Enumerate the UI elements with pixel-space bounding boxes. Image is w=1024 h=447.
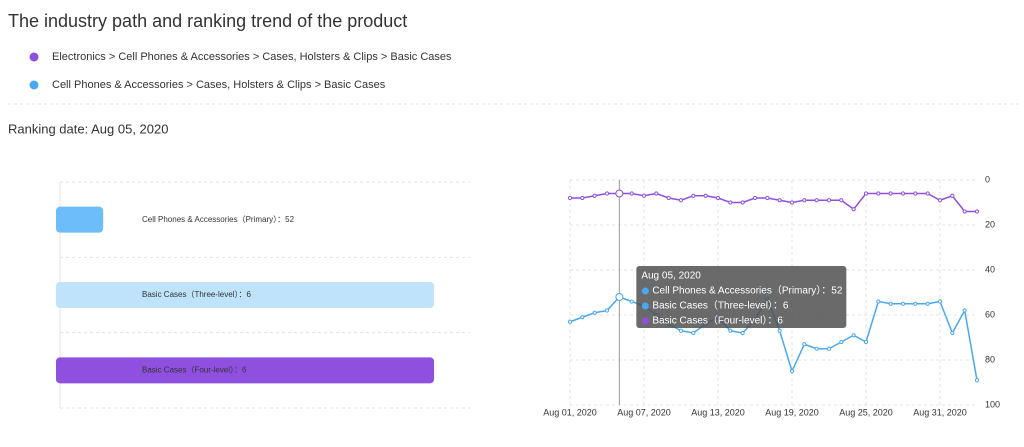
title: The industry path and ranking trend of t… bbox=[8, 11, 407, 31]
tooltip-title: Aug 05, 2020 bbox=[641, 271, 701, 282]
point bbox=[826, 346, 832, 351]
point bbox=[678, 198, 684, 203]
point bbox=[604, 191, 610, 196]
point bbox=[666, 195, 671, 201]
point bbox=[789, 200, 795, 205]
point bbox=[863, 191, 869, 196]
point bbox=[691, 193, 696, 198]
path-label: Cell Phones & Accessories > Cases, Holst… bbox=[52, 79, 386, 91]
point bbox=[615, 293, 624, 301]
point bbox=[765, 195, 770, 201]
point bbox=[728, 328, 733, 333]
y-tick-label: 20 bbox=[985, 219, 995, 229]
point bbox=[604, 308, 610, 313]
point bbox=[839, 198, 844, 203]
y-tick-label: 0 bbox=[985, 174, 990, 184]
bar-label: Cell Phones & Accessories（Primary）：52 bbox=[142, 215, 295, 224]
tooltip-dot bbox=[641, 287, 649, 295]
point bbox=[913, 191, 918, 196]
point bbox=[703, 193, 708, 198]
point bbox=[888, 301, 893, 306]
point bbox=[900, 301, 906, 306]
x-tick-label: Aug 01, 2020 bbox=[543, 407, 597, 417]
point bbox=[777, 198, 782, 203]
point bbox=[678, 328, 684, 333]
y-tick-label: 40 bbox=[985, 264, 995, 274]
point bbox=[580, 315, 585, 320]
path-label: Electronics > Cell Phones & Accessories … bbox=[52, 51, 452, 63]
path-dot bbox=[29, 52, 39, 62]
bar bbox=[56, 282, 435, 308]
y-tick-label: 60 bbox=[985, 309, 995, 319]
point bbox=[876, 191, 881, 196]
point bbox=[974, 209, 980, 214]
point bbox=[839, 339, 844, 345]
point bbox=[851, 333, 856, 338]
bar-label: Basic Cases（Four-level）：6 bbox=[142, 365, 247, 374]
point bbox=[937, 299, 943, 304]
bar bbox=[56, 206, 104, 233]
point bbox=[962, 308, 967, 313]
point bbox=[615, 189, 624, 198]
point bbox=[592, 310, 597, 315]
point bbox=[740, 200, 745, 205]
point bbox=[925, 191, 930, 196]
point bbox=[925, 301, 930, 306]
point bbox=[629, 191, 634, 196]
point bbox=[826, 198, 832, 203]
point bbox=[728, 200, 733, 205]
point bbox=[814, 198, 819, 203]
bar bbox=[56, 357, 435, 384]
point bbox=[913, 301, 918, 306]
bar-label: Basic Cases（Three-level）：6 bbox=[142, 290, 251, 299]
tooltip bbox=[636, 266, 847, 328]
point bbox=[876, 299, 881, 304]
point bbox=[950, 193, 955, 198]
point bbox=[580, 195, 585, 201]
point bbox=[715, 195, 721, 201]
point bbox=[900, 191, 906, 196]
tooltip-item: Basic Cases（Four-level）：6 bbox=[652, 315, 783, 327]
point bbox=[802, 198, 807, 203]
tooltip-dot bbox=[641, 302, 649, 310]
tooltip-item: Cell Phones & Accessories（Primary）：52 bbox=[652, 285, 843, 297]
point bbox=[937, 198, 943, 203]
point bbox=[740, 330, 745, 336]
point bbox=[641, 193, 647, 198]
y-tick-label: 80 bbox=[985, 354, 995, 364]
point bbox=[863, 339, 869, 345]
point bbox=[950, 330, 955, 336]
y-tick-label: 100 bbox=[985, 399, 1000, 409]
point bbox=[629, 299, 634, 304]
x-tick-label: Aug 07, 2020 bbox=[617, 407, 671, 417]
point bbox=[851, 207, 856, 212]
x-tick-label: Aug 31, 2020 bbox=[913, 407, 967, 417]
path-dot bbox=[29, 80, 39, 90]
ranking-date: Ranking date: Aug 05, 2020 bbox=[8, 121, 168, 136]
point bbox=[777, 328, 782, 333]
point bbox=[654, 191, 659, 196]
point bbox=[567, 195, 573, 201]
point bbox=[962, 209, 967, 214]
x-tick-label: Aug 13, 2020 bbox=[691, 407, 745, 417]
point bbox=[802, 342, 807, 347]
point bbox=[974, 378, 980, 383]
point bbox=[592, 193, 597, 198]
point bbox=[567, 319, 573, 324]
point bbox=[888, 191, 893, 196]
tooltip-dot bbox=[641, 317, 649, 325]
point bbox=[814, 346, 819, 351]
series-line bbox=[570, 192, 977, 213]
point bbox=[691, 330, 696, 336]
x-tick-label: Aug 19, 2020 bbox=[765, 407, 819, 417]
point bbox=[789, 369, 795, 374]
point bbox=[752, 195, 758, 201]
x-tick-label: Aug 25, 2020 bbox=[839, 407, 893, 417]
tooltip-item: Basic Cases（Three-level）：6 bbox=[652, 300, 789, 312]
